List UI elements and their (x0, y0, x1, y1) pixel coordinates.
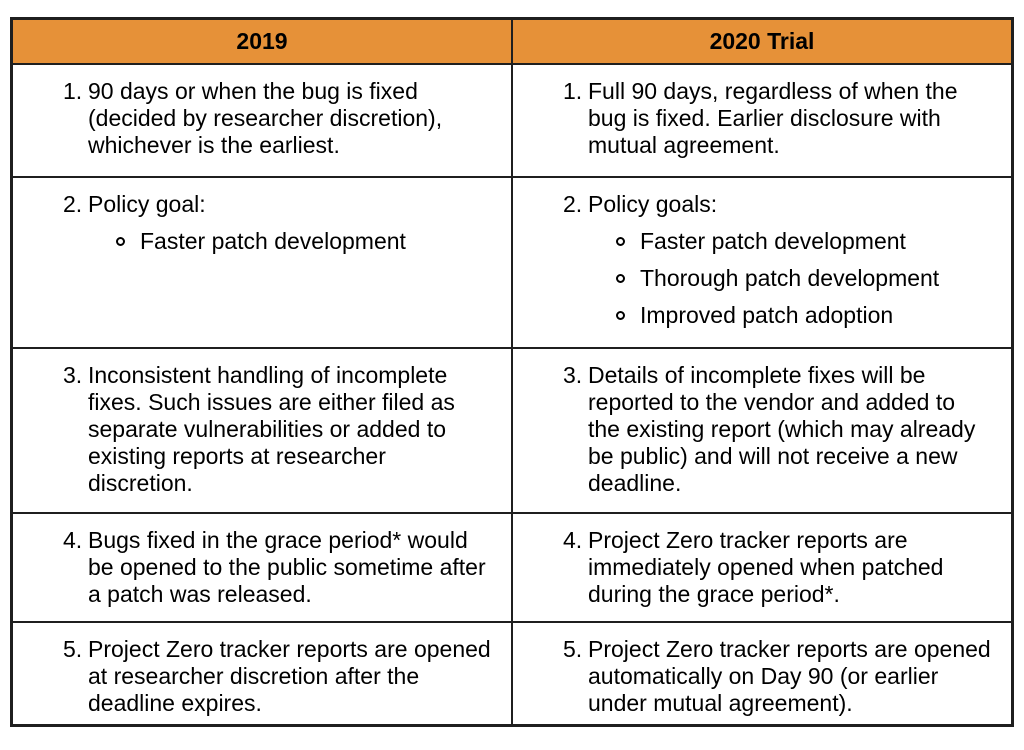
item-number: 1. (63, 77, 83, 104)
item-text: Project Zero tracker reports are immedia… (588, 526, 944, 607)
hollow-bullet-icon (616, 273, 625, 283)
numbered-item: 1. 90 days or when the bug is fixed (dec… (13, 78, 511, 159)
cell-2019-item-4: 4. Bugs fixed in the grace period* would… (10, 511, 513, 623)
item-number: 2. (63, 190, 83, 217)
numbered-item: 1. Full 90 days, regardless of when the … (513, 78, 1011, 159)
item-text: Policy goal: Faster patch development (88, 191, 511, 255)
cell-2020-item-1: 1. Full 90 days, regardless of when the … (511, 62, 1014, 178)
sub-bullet-text: Faster patch development (140, 227, 406, 254)
sub-bullet: Improved patch adoption (588, 302, 991, 329)
comparison-table: 2019 2020 Trial 1. 90 days or when the b… (10, 17, 1014, 727)
item-number: 4. (63, 526, 83, 553)
cell-2019-item-5: 5. Project Zero tracker reports are open… (10, 620, 513, 727)
item-number: 2. (563, 190, 583, 217)
item-lead-text: Policy goal: (88, 190, 206, 217)
item-number: 1. (563, 77, 583, 104)
cell-2020-item-3: 3. Details of incomplete fixes will be r… (511, 346, 1014, 514)
sub-bullet: Thorough patch development (588, 265, 991, 292)
numbered-item: 5. Project Zero tracker reports are open… (13, 636, 511, 717)
table-row: 3. Inconsistent handling of incomplete f… (10, 346, 1014, 514)
hollow-bullet-icon (616, 310, 625, 320)
cell-2019-item-1: 1. 90 days or when the bug is fixed (dec… (10, 62, 513, 178)
item-text: 90 days or when the bug is fixed (decide… (88, 77, 443, 158)
item-text: Details of incomplete fixes will be repo… (588, 361, 976, 496)
sub-bullet-text: Thorough patch development (640, 264, 940, 291)
numbered-item: 5. Project Zero tracker reports are open… (513, 636, 1011, 717)
cell-2020-item-4: 4. Project Zero tracker reports are imme… (511, 511, 1014, 623)
table-row: 5. Project Zero tracker reports are open… (10, 620, 1014, 727)
item-number: 3. (63, 361, 83, 388)
cell-2019-item-2: 2. Policy goal: Faster patch development (10, 175, 513, 349)
item-text: Full 90 days, regardless of when the bug… (588, 77, 958, 158)
sub-bullet-text: Faster patch development (640, 227, 906, 254)
numbered-item: 2. Policy goals: Faster patch developmen… (513, 191, 1011, 329)
cell-2020-item-5: 5. Project Zero tracker reports are open… (511, 620, 1014, 727)
numbered-item: 4. Bugs fixed in the grace period* would… (13, 527, 511, 608)
numbered-item: 2. Policy goal: Faster patch development (13, 191, 511, 255)
item-text: Project Zero tracker reports are opened … (88, 635, 491, 716)
cell-2020-item-2: 2. Policy goals: Faster patch developmen… (511, 175, 1014, 349)
sub-bullet: Faster patch development (588, 228, 991, 255)
table-row: 2. Policy goal: Faster patch development… (10, 175, 1014, 349)
numbered-item: 3. Details of incomplete fixes will be r… (513, 362, 1011, 497)
sub-bullet-text: Improved patch adoption (640, 301, 894, 328)
item-text: Policy goals: Faster patch development T… (588, 191, 1011, 329)
numbered-item: 4. Project Zero tracker reports are imme… (513, 527, 1011, 608)
item-number: 5. (63, 635, 83, 662)
table-row: 4. Bugs fixed in the grace period* would… (10, 511, 1014, 623)
item-number: 3. (563, 361, 583, 388)
numbered-item: 3. Inconsistent handling of incomplete f… (13, 362, 511, 497)
cell-2019-item-3: 3. Inconsistent handling of incomplete f… (10, 346, 513, 514)
table-row: 1. 90 days or when the bug is fixed (dec… (10, 62, 1014, 178)
hollow-bullet-icon (116, 236, 125, 246)
item-number: 5. (563, 635, 583, 662)
item-text: Inconsistent handling of incomplete fixe… (88, 361, 455, 496)
column-header-2020-trial: 2020 Trial (511, 17, 1014, 65)
hollow-bullet-icon (616, 236, 625, 246)
column-header-2019: 2019 (10, 17, 513, 65)
item-text: Project Zero tracker reports are opened … (588, 635, 991, 716)
item-number: 4. (563, 526, 583, 553)
sub-bullet: Faster patch development (88, 228, 491, 255)
item-lead-text: Policy goals: (588, 190, 718, 217)
item-text: Bugs fixed in the grace period* would be… (88, 526, 486, 607)
header-row: 2019 2020 Trial (10, 17, 1014, 65)
